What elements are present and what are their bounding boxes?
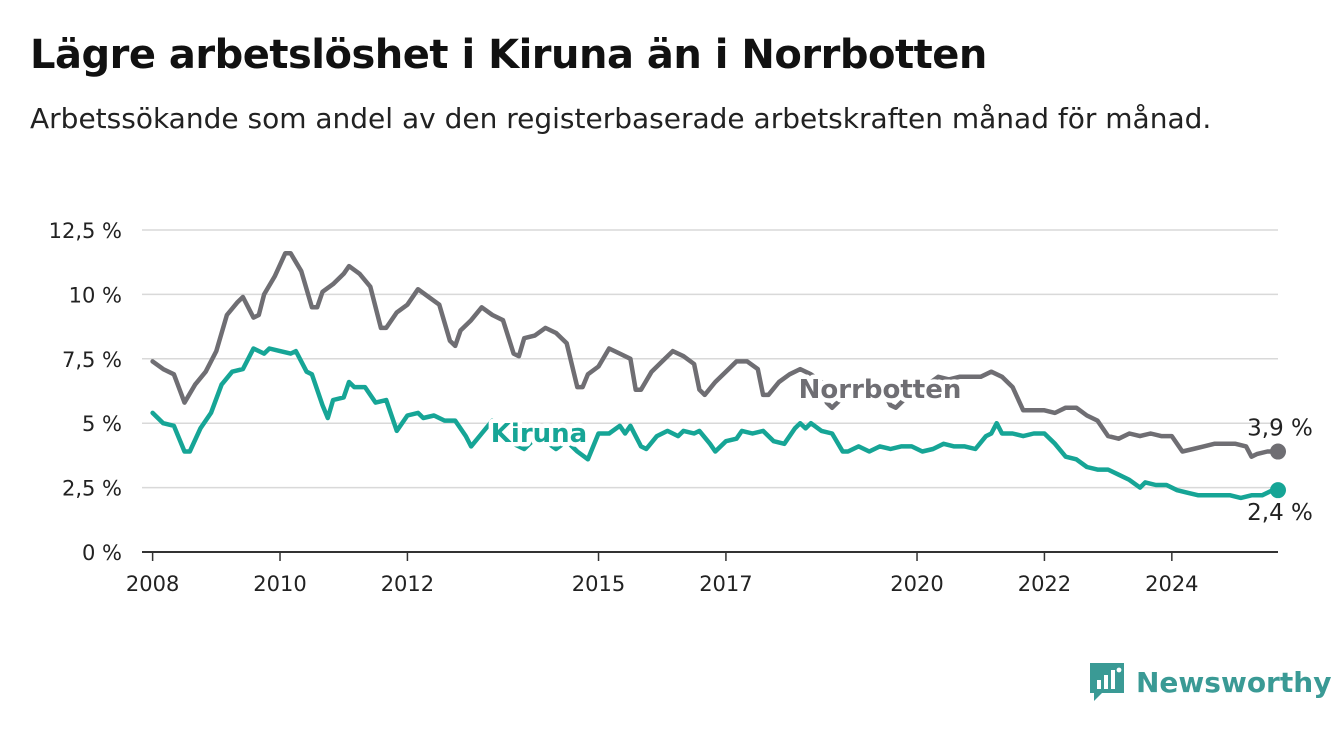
- x-tick-label: 2010: [253, 572, 306, 596]
- chart-subtitle: Arbetssökande som andel av den registerb…: [30, 102, 1212, 135]
- end-value-label: 2,4 %: [1247, 500, 1313, 526]
- y-tick-label: 12,5 %: [49, 219, 122, 243]
- end-point-norrbotten: [1270, 443, 1286, 460]
- x-tick-label: 2020: [890, 572, 943, 596]
- brand-name: Newsworthy: [1136, 665, 1332, 699]
- y-tick-label: 2,5 %: [62, 477, 122, 501]
- x-tick-label: 2017: [699, 572, 752, 596]
- y-tick-label: 5 %: [82, 412, 122, 436]
- brand-logo: Newsworthy: [1088, 660, 1331, 704]
- y-tick-label: 7,5 %: [62, 348, 122, 372]
- x-tick-label: 2024: [1145, 572, 1198, 596]
- chart-title: Lägre arbetslöshet i Kiruna än i Norrbot…: [30, 32, 987, 78]
- series-line-norrbotten: [150, 250, 1281, 459]
- series-label-kiruna: Kiruna: [491, 419, 587, 449]
- x-tick-label: 2008: [126, 572, 179, 596]
- y-tick-label: 10 %: [69, 283, 122, 307]
- y-tick-label: 0 %: [82, 541, 122, 565]
- x-tick-label: 2012: [381, 572, 434, 596]
- end-point-kiruna: [1270, 482, 1286, 499]
- x-tick-label: 2015: [572, 572, 625, 596]
- x-tick-label: 2022: [1018, 572, 1071, 596]
- series-line-kiruna: [150, 346, 1281, 501]
- newsworthy-logo-icon: [1090, 663, 1124, 701]
- end-value-label: 3,9 %: [1247, 416, 1313, 442]
- series-label-norrbotten: Norrbotten: [799, 375, 962, 405]
